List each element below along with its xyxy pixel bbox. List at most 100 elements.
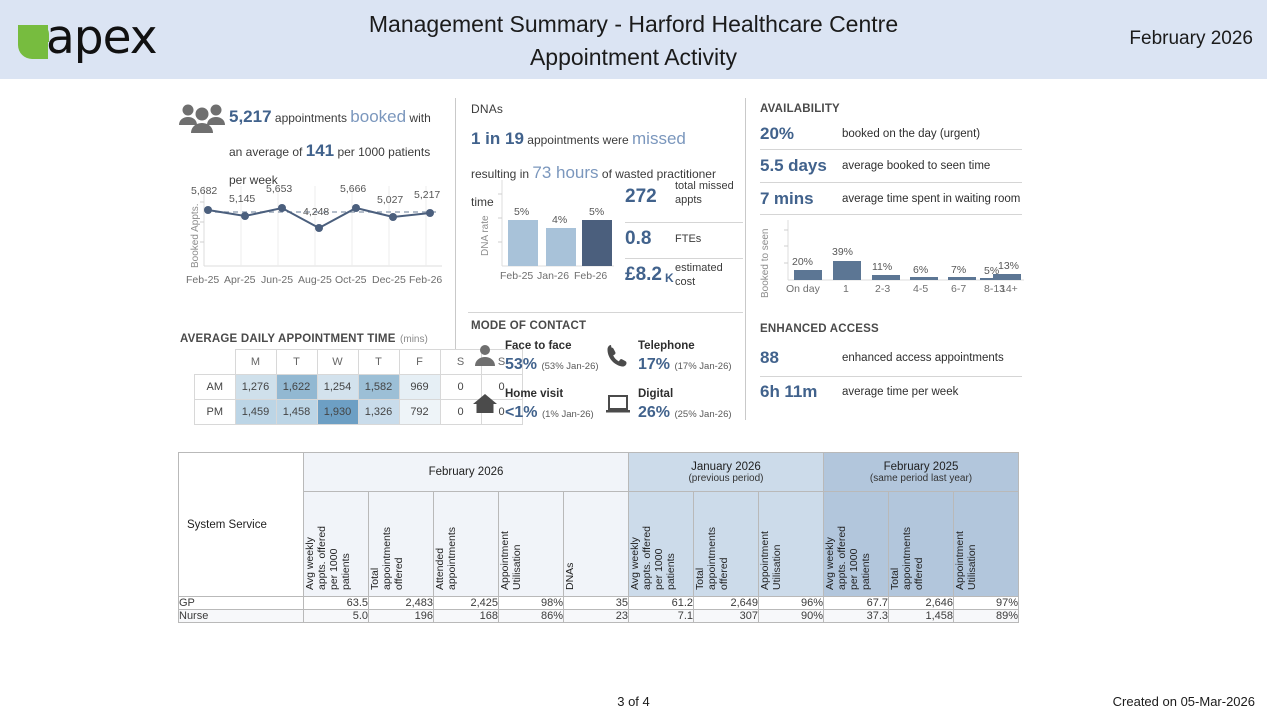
heat-row-label: AM [194,374,236,400]
heat-col-header: T [357,349,400,375]
dnas-text-3: in [519,167,530,181]
mode-item-sub: (53% Jan-26) [541,361,599,372]
enhanced-access-row-appointments: 88 enhanced access appointments [760,348,1022,368]
booked-to-seen-bar-label: 39% [832,246,854,258]
mode-item-sub: (25% Jan-26) [674,409,732,420]
dnas-word: missed [632,129,686,148]
availability-label: average booked to seen time [842,160,991,172]
column-divider-2 [745,98,746,420]
row-service-name: GP [178,596,304,610]
heat-cell: 1,622 [275,374,318,400]
booked-point-label: 5,217 [414,189,441,201]
mode-item-name: Digital [638,388,674,400]
col-header-text: Avg weekly appts. offered per 1000 patie… [304,525,353,590]
dna-xtick: Feb-25 [500,270,534,282]
heat-cell: 1,458 [275,399,318,425]
col-header-text: Total appointments offered [694,526,731,590]
dna-xtick: Feb-26 [574,270,608,282]
enhanced-access-title: ENHANCED ACCESS [760,323,879,335]
table-col-header: Avg weekly appts. offered per 1000 patie… [628,491,694,597]
dna-metric-divider [625,222,743,223]
dna-chart-plot [498,180,614,267]
availability-title: AVAILABILITY [760,103,840,115]
dnas-statement: 1 in 19 appointments were missed resulti… [471,122,733,214]
mode-item-value: <1 [505,404,524,421]
booked-point-label: 5,027 [377,194,404,206]
dna-metric-value: 272 [625,186,657,207]
table-col-header: Appointment Utilisation [953,491,1019,597]
dna-bar-label: 5% [589,206,605,218]
row-cell: 98% [498,596,564,610]
booked-to-seen-bar-label: 7% [951,264,967,276]
availability-divider [760,149,1022,150]
mode-item-name: Home visit [505,388,564,400]
enhanced-access-minutes-unit: m [802,382,818,401]
table-col-header: Appointment Utilisation [758,491,824,597]
booked-appts-line-chart: Booked Appts. [180,180,445,286]
availability-divider [760,214,1022,215]
booked-text-3: an average of [229,145,303,159]
dna-metric-divider [625,258,743,259]
availability-value: 7 [760,189,770,208]
booked-xtick: Aug-25 [298,274,332,286]
row-cell: 63.5 [303,596,369,610]
col-header-text: Attended appointments [434,526,459,590]
booked-xtick: Oct-25 [335,274,367,286]
heat-col-header: S [439,349,482,375]
table-row: Nurse 5.0 196 168 86% 23 7.1 307 90% 37.… [178,609,1019,623]
heat-cell: 1,582 [357,374,400,400]
dnas-text-1: appointments were [527,133,629,147]
heat-cell: 792 [398,399,441,425]
booked-xtick: Feb-26 [409,274,443,286]
booked-text-2: with [409,111,431,125]
table-group-header-row: System Service February 2026 January 202… [178,452,1019,597]
booked-to-seen-bar-label: 6% [913,264,929,276]
mode-item-value-row: 53% (53% Jan-26) [505,356,599,374]
booked-text-5: per week [229,173,278,187]
col-header-text: DNAs [564,562,576,590]
mode-item-value-row: <1% (1% Jan-26) [505,404,594,422]
booked-point-label: 5,145 [229,193,256,205]
mode-of-contact-divider [468,312,743,313]
report-period: February 2026 [1129,28,1253,49]
booked-to-seen-bar-label: 11% [872,261,893,273]
col-header-text: Total appointments offered [889,526,926,590]
col-header-text: Total appointments offered [369,526,406,590]
avg-daily-time-table: M T W T F S S AM 1,276 1,622 1,254 1,582… [194,349,523,425]
booked-chart-plot [200,186,442,267]
row-cell: 67.7 [823,596,889,610]
table-col-header: Total appointments offered [888,491,954,597]
dna-metric-label: FTEs [675,233,702,245]
row-cell: 1,458 [888,609,954,623]
booked-word: booked [350,107,407,126]
table-group-header-jan2026: January 2026 (previous period) [628,452,824,492]
booked-point-label: 4,248 [303,206,330,218]
row-cell: 86% [498,609,564,623]
row-cell: 5.0 [303,609,369,623]
row-cell: 97% [953,596,1019,610]
dna-bar-label: 4% [552,214,568,226]
mode-item-unit: % [523,404,538,421]
mode-item-value: 26 [638,404,656,421]
row-cell: 196 [368,609,434,623]
group-title: February 2025 [883,460,959,473]
group-subtitle: (same period last year) [869,472,973,484]
row-cell: 35 [563,596,629,610]
avg-daily-time-unit: (mins) [400,334,428,345]
heat-cell: 1,930 [316,399,359,425]
mode-item-value: 17 [638,356,656,373]
dna-xtick: Jan-26 [537,270,570,282]
booked-to-seen-xtick: On day [786,283,820,295]
mode-item-unit: % [522,356,538,373]
leaf-icon [18,24,49,59]
booked-point-label: 5,653 [266,183,293,195]
table-column-header-row: Avg weekly appts. offered per 1000 patie… [179,491,1019,597]
heat-col-header: T [275,349,318,375]
table-col-header: Avg weekly appts. offered per 1000 patie… [303,491,369,597]
availability-label: average time spent in waiting room [842,193,1021,205]
col-header-text: Avg weekly appts. offered per 1000 patie… [824,525,873,590]
booked-xtick: Jun-25 [261,274,294,286]
logo-text: apex [46,10,158,65]
heat-col-header: M [234,349,277,375]
booked-to-seen-xtick: 8-13 [984,283,1006,295]
